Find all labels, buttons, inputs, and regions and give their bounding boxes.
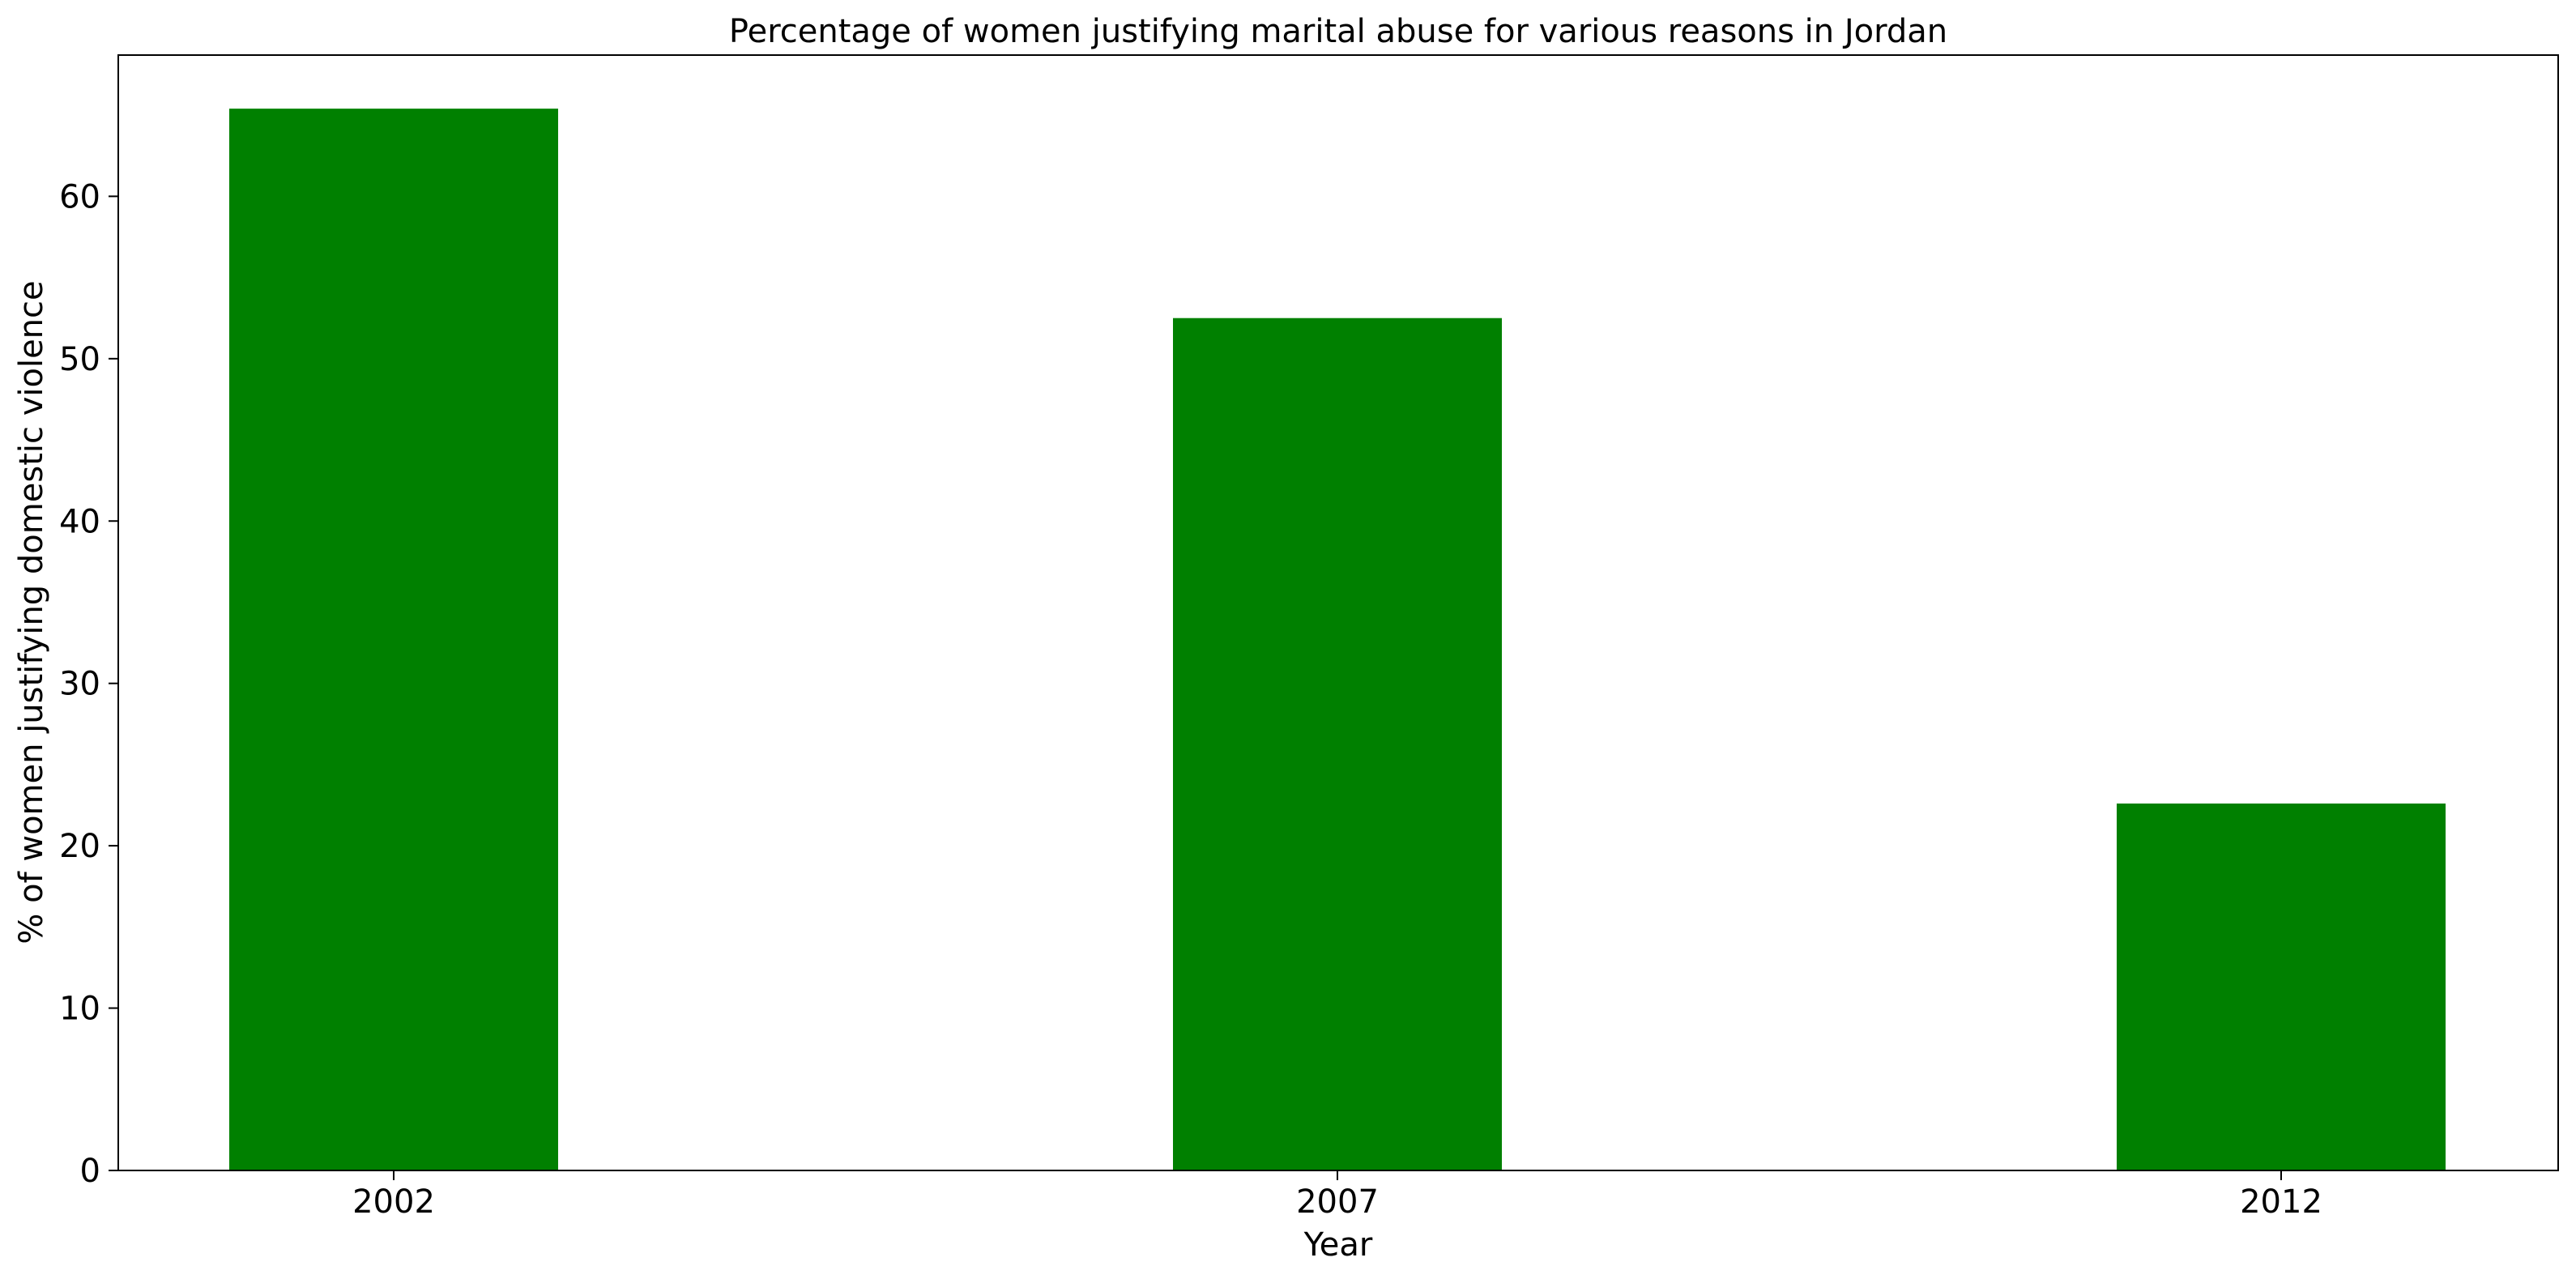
y-tick-label-40: 40 — [59, 503, 100, 540]
bar-2002 — [229, 109, 558, 1171]
x-axis-ticks: 2002 2007 2012 — [352, 1170, 2322, 1221]
y-tick-label-10: 10 — [59, 991, 100, 1028]
y-tick-label-50: 50 — [59, 341, 100, 378]
plot-area-frame — [117, 54, 2559, 1171]
x-tick-label-2012: 2012 — [2240, 1183, 2322, 1221]
y-tick-label-0: 0 — [80, 1153, 100, 1190]
bar-2012 — [2117, 804, 2446, 1170]
y-tick-label-30: 30 — [59, 666, 100, 703]
chart-title: Percentage of women justifying marital a… — [729, 13, 1947, 50]
y-tick-label-60: 60 — [59, 178, 100, 215]
x-tick-label-2002: 2002 — [352, 1183, 435, 1221]
x-axis-label: Year — [1303, 1226, 1373, 1264]
y-axis-ticks: 0 10 20 30 40 50 60 — [59, 178, 118, 1190]
x-tick-label-2007: 2007 — [1296, 1183, 1379, 1221]
y-axis-label: % of women justifying domestic violence — [13, 280, 50, 944]
bar-2007 — [1173, 318, 1502, 1171]
y-tick-label-20: 20 — [59, 828, 100, 865]
bar-group — [229, 109, 2446, 1171]
